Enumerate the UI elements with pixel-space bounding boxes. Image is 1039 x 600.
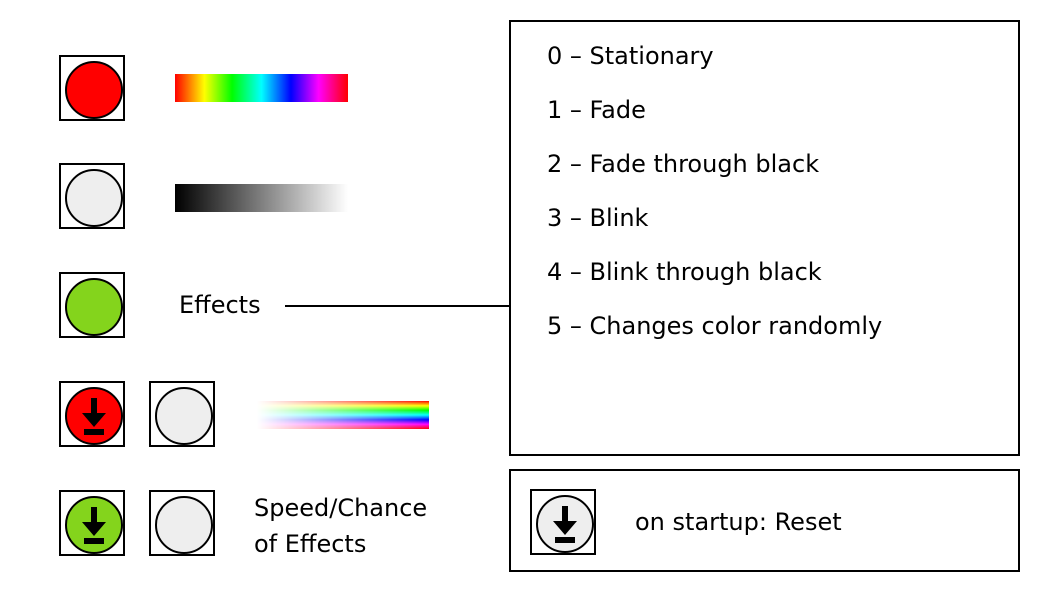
light-circle-icon	[65, 169, 123, 227]
effect-item-5: 5 – Changes color randomly	[547, 312, 883, 340]
saturation-button[interactable]	[149, 381, 215, 447]
green-circle-icon	[65, 278, 123, 336]
connector-line	[285, 305, 509, 307]
speed-label-line1: Speed/Chance	[254, 494, 428, 522]
hue-rainbow-bar	[175, 74, 348, 102]
red-circle-icon	[65, 61, 123, 119]
effect-item-2: 2 – Fade through black	[547, 150, 820, 178]
effects-label: Effects	[179, 291, 261, 319]
light-circle-icon	[155, 387, 213, 445]
speed-label-line2: of Effects	[254, 530, 367, 558]
red-download-icon	[65, 387, 123, 445]
effect-item-0: 0 – Stationary	[547, 42, 714, 70]
effect-item-3: 3 – Blink	[547, 204, 649, 232]
brightness-button[interactable]	[59, 163, 125, 229]
effect-item-1: 1 – Fade	[547, 96, 646, 124]
light-circle-icon	[155, 496, 213, 554]
speed-button[interactable]	[149, 490, 215, 556]
effects-button[interactable]	[59, 272, 125, 338]
effects-list: 0 – Stationary 1 – Fade 2 – Fade through…	[547, 38, 882, 362]
startup-box: on startup: Reset	[509, 469, 1020, 572]
color-button-red[interactable]	[59, 55, 125, 121]
save-color-button[interactable]	[59, 381, 125, 447]
effect-item-4: 4 – Blink through black	[547, 258, 822, 286]
save-effect-button[interactable]	[59, 490, 125, 556]
light-download-icon	[536, 495, 594, 553]
reset-button[interactable]	[530, 489, 596, 555]
brightness-gradient-bar	[175, 184, 348, 212]
startup-reset-label: on startup: Reset	[635, 508, 842, 536]
saturation-gradient-bar	[257, 401, 429, 429]
effects-list-box: 0 – Stationary 1 – Fade 2 – Fade through…	[509, 20, 1020, 456]
green-download-icon	[65, 496, 123, 554]
